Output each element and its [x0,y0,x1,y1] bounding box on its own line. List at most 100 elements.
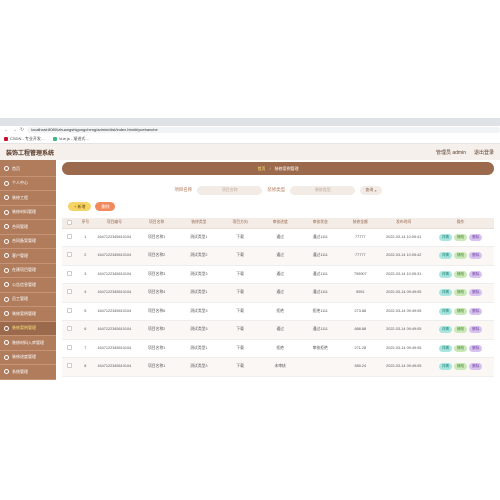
column-header[interactable]: 项目编号 [93,218,136,229]
checkbox[interactable] [67,233,73,239]
sidebar-item-label: 装修材料管理 [12,209,36,215]
main-content: 首页 / 装修案例管理 项目名称 项目名称 装修类型 装修类型 查询 ⌕ + 新… [56,160,500,380]
checkbox[interactable] [67,270,73,276]
cell-type: 测试类型1 [177,339,221,358]
checkbox[interactable] [67,326,73,332]
header-select-all[interactable] [62,218,78,229]
checkbox[interactable] [67,307,73,313]
cell-dir: 下载 [220,283,261,303]
breadcrumb-home[interactable]: 首页 [257,165,266,171]
cell-progress: 未审核 [260,357,301,377]
edit-button[interactable]: 修改 [453,344,468,352]
detail-button[interactable]: 详情 [438,307,452,315]
cell-idx: 1 [77,228,94,247]
forward-icon[interactable]: → [12,127,17,133]
column-header[interactable]: 发布时间 [380,218,428,229]
reload-icon[interactable]: ↻ [20,127,25,133]
sidebar-item-notices[interactable]: 公告信息管理 [0,278,56,293]
menu-dot-icon [4,282,9,288]
sidebar-item-system[interactable]: 系统管理 [0,365,56,380]
url-input[interactable]: localhost:8080/zhuangshigongcheng/admin/… [27,127,500,133]
search-button[interactable]: 查询 ⌕ [360,185,382,195]
sidebar-item-material-stock[interactable]: 装修材料入库管理 [0,336,56,351]
decoration-type-input[interactable]: 装修类型 [290,185,356,195]
sidebar-item-ongoing[interactable]: 在建项目管理 [0,264,56,278]
project-name-input[interactable]: 项目名称 [197,185,263,195]
sidebar-item-cases-active[interactable]: 装修案例管理 [0,321,56,336]
detail-button[interactable]: 详情 [438,289,452,297]
checkbox[interactable] [67,363,73,369]
cell-status: 通过1111 [300,265,341,284]
checkbox[interactable] [67,252,73,258]
delete-button[interactable]: 删除 [469,289,483,297]
row-select[interactable] [62,283,78,303]
checkbox[interactable] [67,219,73,225]
row-select[interactable] [62,302,78,321]
add-button[interactable]: + 新增 [68,202,92,211]
edit-button[interactable]: 修改 [453,252,468,260]
sidebar-item-materials[interactable]: 装修材料管理 [0,206,56,220]
delete-button[interactable]: 删除 [469,270,483,278]
row-select[interactable] [62,339,78,358]
delete-button[interactable]: 删除 [469,344,483,352]
detail-button[interactable]: 详情 [438,270,452,278]
edit-button[interactable]: 修改 [453,289,468,297]
sidebar-item-staff[interactable]: 员工管理 [0,293,56,307]
tab-bar [0,118,500,126]
bookmark-item[interactable]: Vue.js - 渐进式… [52,136,89,142]
cell-type: 测试类型3 [177,265,221,284]
delete-button[interactable]: 删除 [469,233,483,241]
cell-amount: 271.28 [340,339,381,358]
sidebar-item-cases[interactable]: 装修案例管理 [0,307,56,322]
row-select[interactable] [62,228,78,247]
bookmark-item[interactable]: CSDN - 专业开发… [4,136,45,142]
column-header[interactable]: 审核状态 [300,218,341,229]
edit-button[interactable]: 修改 [453,307,468,315]
delete-button[interactable]: 删除 [469,252,483,260]
row-select[interactable] [62,246,78,266]
logout-link[interactable]: 退出登录 [473,149,494,156]
menu-dot-icon [4,195,9,201]
delete-button[interactable]: 删除 [469,326,483,334]
row-select[interactable] [62,357,78,377]
data-table: 序号 项目编号 项目名称 装修类型 项目方向 审核进度 审核状态 装修金额 发布… [62,218,494,377]
search-button-label: 查询 [365,187,374,192]
column-header[interactable]: 项目方向 [220,218,261,229]
checkbox[interactable] [67,344,73,350]
row-select[interactable] [62,320,78,340]
row-select[interactable] [62,265,78,284]
sidebar-item-customers[interactable]: 客户管理 [0,249,56,264]
menu-dot-icon [4,325,9,331]
sidebar-item-projects[interactable]: 装修工程 [0,191,56,206]
detail-button[interactable]: 详情 [438,344,452,352]
column-header[interactable]: 审核进度 [260,218,301,229]
detail-button[interactable]: 详情 [438,233,452,241]
edit-button[interactable]: 修改 [453,326,468,334]
delete-button[interactable]: 删除 [469,307,483,315]
sidebar-item-contract-records[interactable]: 合同备案管理 [0,235,56,249]
column-header[interactable]: 项目名称 [135,218,178,229]
edit-button[interactable]: 修改 [453,233,468,241]
detail-button[interactable]: 详情 [438,252,452,260]
detail-button[interactable]: 详情 [438,326,452,334]
detail-button[interactable]: 详情 [438,363,452,371]
checkbox[interactable] [67,289,73,295]
sidebar-item-contracts[interactable]: 合同管理 [0,220,56,235]
search-icon: ⌕ [374,187,377,193]
browser-window: ← → ↻ localhost:8080/zhuangshigongcheng/… [0,118,500,380]
delete-button[interactable]: 删除 [469,363,483,371]
breadcrumb: 首页 / 装修案例管理 [62,162,494,175]
table-row: 4 1647122345610104 项目名称4 测试类型1 下载 通过 通过1111 595… [62,283,494,303]
column-header[interactable]: 序号 [77,218,94,229]
edit-button[interactable]: 修改 [453,270,468,278]
sidebar-item-progress[interactable]: 装修进度管理 [0,351,56,365]
column-header[interactable]: 装修类型 [177,218,221,229]
edit-button[interactable]: 修改 [453,363,468,371]
sidebar-item-home[interactable]: 首页 [0,162,56,177]
search-label-name: 项目名称 [174,187,193,192]
back-icon[interactable]: ← [4,127,9,133]
column-header[interactable]: 装修金额 [340,218,381,229]
batch-delete-button[interactable]: 删除 [95,202,116,211]
sidebar-item-profile[interactable]: 个人中心 [0,177,56,191]
table-row: 2 1647122345610104 项目名称2 测试类型2 下载 通过 通过1111 777… [62,246,494,266]
